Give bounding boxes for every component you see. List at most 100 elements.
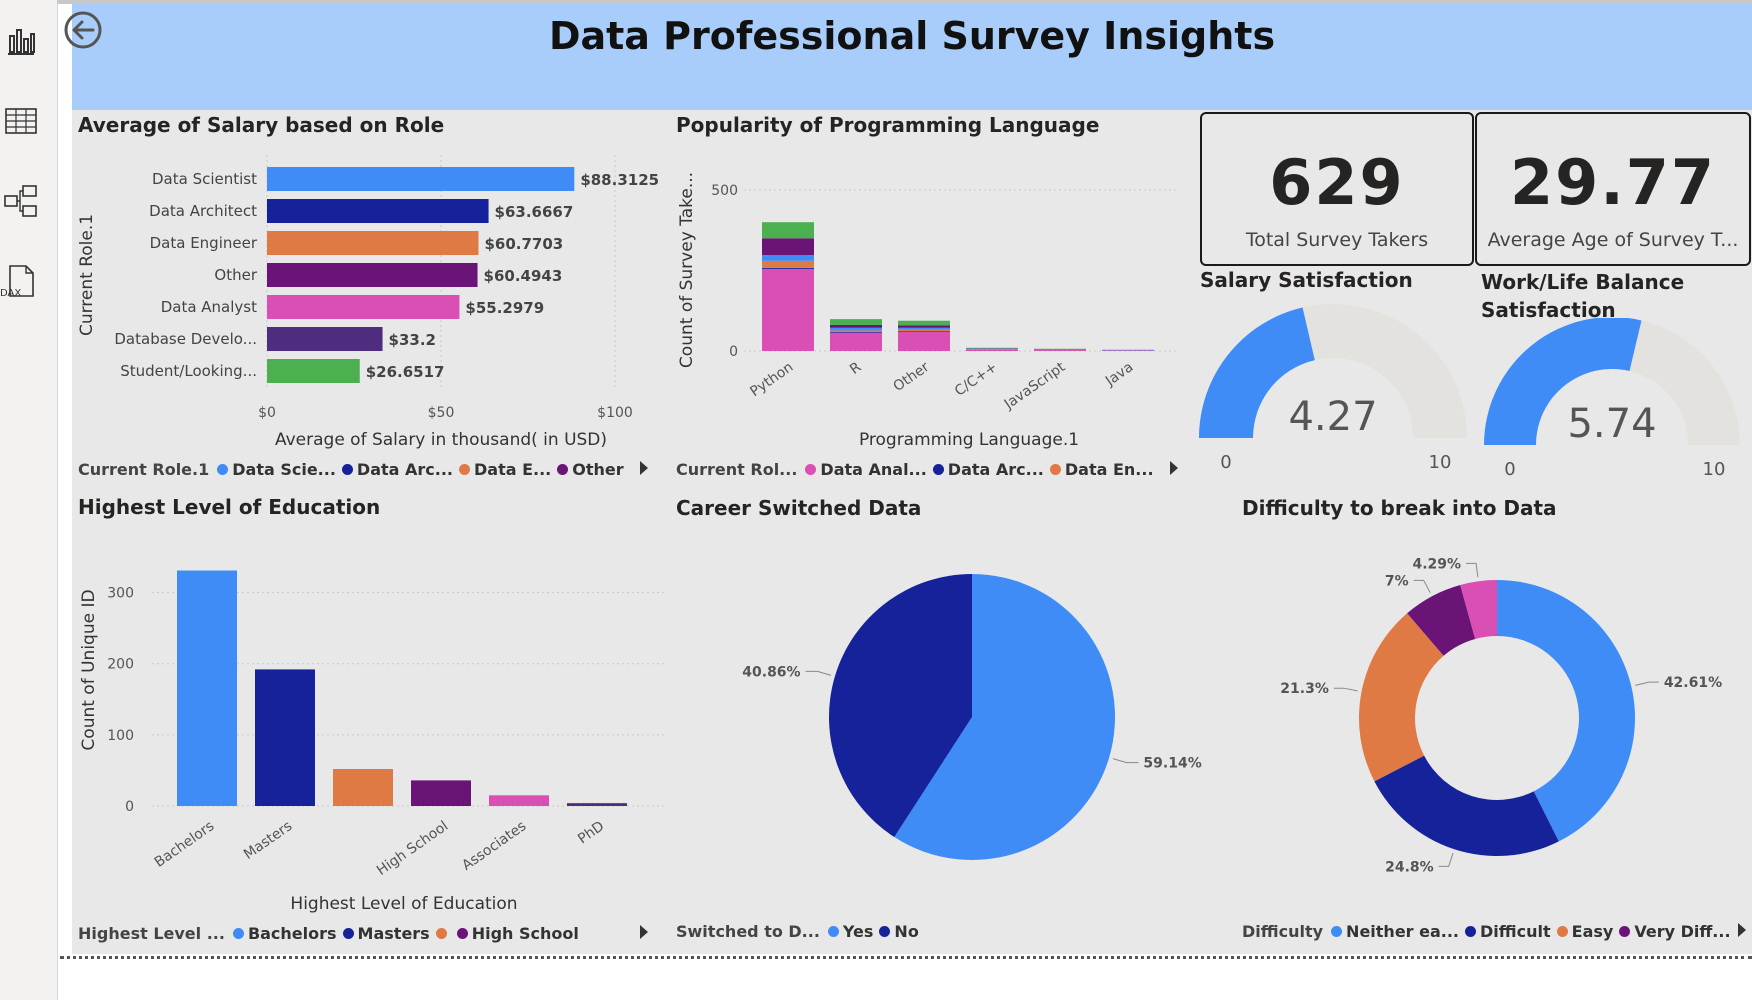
career-pie-chart: 59.14% 40.86%: [742, 574, 1202, 860]
legend-item[interactable]: Data E...: [459, 460, 551, 479]
legend-item[interactable]: Difficult: [1465, 922, 1551, 941]
legend-item[interactable]: Data Arc...: [932, 459, 1044, 479]
bar-segment: [966, 349, 1018, 351]
x-axis-title: Average of Salary in thousand( in USD): [275, 430, 607, 450]
bar-segment: [762, 222, 814, 239]
bar-segment: [830, 319, 882, 325]
x-tick-label: R: [847, 359, 864, 378]
legend-next-arrow-icon[interactable]: [1738, 923, 1746, 937]
bar: [267, 263, 478, 287]
legend-title: Difficulty: [1242, 921, 1324, 941]
data-label: 4.29%: [1412, 556, 1461, 572]
legend-dot: [232, 927, 244, 939]
legend-item[interactable]: Data En...: [1049, 460, 1154, 479]
legend-dot: [341, 463, 353, 475]
legend-title: Highest Level ...: [78, 923, 225, 943]
gauge-fill: [1199, 307, 1315, 438]
legend-title: Switched to D...: [676, 921, 820, 941]
legend-label: Data Anal...: [820, 459, 927, 479]
data-label: $55.2979: [465, 299, 544, 317]
bar-segment: [898, 327, 950, 330]
legend-dot: [217, 463, 229, 475]
legend-label: Difficult: [1480, 921, 1551, 941]
left-nav-rail: DAX: [0, 0, 58, 1000]
bar-segment: [1102, 350, 1154, 351]
x-tick-label: Java: [1102, 359, 1136, 390]
legend-item[interactable]: No: [879, 921, 919, 941]
pie-slice: [1460, 580, 1497, 639]
legend-item[interactable]: Very Diff...: [1619, 921, 1731, 941]
leader-line: [1333, 687, 1358, 692]
salary-bar-chart: $0 $50 $100 Data Scientist $88.3125 Data Arch…: [77, 155, 659, 450]
difficulty-legend: Difficulty Neither ea... Difficult Easy …: [1242, 920, 1737, 942]
legend-next-arrow-icon[interactable]: [1170, 461, 1178, 475]
language-legend: Current Rol... Data Anal... Data Arc... …: [676, 458, 1160, 480]
legend-item[interactable]: Neither ea...: [1331, 922, 1459, 941]
legend-next-arrow-icon[interactable]: [640, 461, 648, 475]
legend-item[interactable]: Other: [557, 460, 624, 479]
legend-label: Yes: [842, 921, 874, 941]
legend-dot: [459, 463, 470, 475]
legend-item[interactable]: [435, 927, 451, 939]
data-label: $63.6667: [495, 203, 574, 221]
pie-slice: [1407, 584, 1476, 656]
legend-item[interactable]: Data Arc...: [341, 459, 453, 479]
legend-label: Data E...: [474, 459, 552, 479]
x-tick-label: JavaScript: [1001, 359, 1069, 413]
data-label: $60.4943: [484, 267, 563, 285]
legend-label: No: [894, 921, 919, 941]
data-label: $60.7703: [484, 235, 563, 253]
y-tick-label: 0: [125, 799, 134, 815]
x-tick-label: Python: [747, 359, 796, 400]
y-axis-title: Current Role.1: [77, 214, 97, 336]
bar: [489, 795, 549, 806]
legend-label: Very Diff...: [1634, 921, 1731, 941]
difficulty-donut-chart: 42.61% 24.8% 21.3% 7%4.29%: [1280, 556, 1722, 875]
legend-item[interactable]: Data Scie...: [217, 460, 336, 479]
legend-item[interactable]: High School: [456, 924, 579, 943]
page-bottom-divider: [60, 956, 1752, 959]
bar-segment: [830, 332, 882, 351]
data-label: $88.3125: [580, 171, 659, 189]
model-icon[interactable]: [2, 182, 40, 220]
data-label: 21.3%: [1280, 681, 1329, 697]
pie-slice: [1497, 580, 1635, 842]
table-icon[interactable]: [2, 102, 40, 140]
legend-next-arrow-icon[interactable]: [640, 925, 648, 939]
bar-segment: [762, 268, 814, 351]
legend-label: Data Arc...: [356, 459, 453, 479]
legend-title: Current Rol...: [676, 459, 798, 479]
legend-dot: [1556, 925, 1568, 937]
data-label: $26.6517: [366, 363, 445, 381]
legend-item[interactable]: Easy: [1556, 922, 1613, 941]
legend-label: Data Arc...: [947, 459, 1044, 479]
bar-segment: [898, 325, 950, 328]
legend-item[interactable]: Yes: [827, 921, 874, 941]
report-icon[interactable]: [2, 22, 40, 60]
legend-item[interactable]: Masters: [342, 924, 430, 943]
bar-segment: [830, 327, 882, 331]
y-tick-label: Database Develo...: [114, 330, 257, 348]
top-border: [57, 0, 1752, 4]
legend-item[interactable]: Data Anal...: [805, 459, 927, 479]
legend-item[interactable]: Bachelors: [232, 924, 337, 943]
bar: [267, 199, 489, 223]
pie-slice: [1374, 755, 1559, 856]
bar-segment: [830, 330, 882, 333]
legend-dot: [557, 463, 569, 475]
legend-dot: [435, 927, 447, 939]
leader-line: [805, 670, 832, 676]
x-tick-label: $50: [428, 405, 455, 421]
bar-segment: [1034, 350, 1086, 351]
legend-label: Neither ea...: [1346, 921, 1460, 941]
gauge-min-label: 0: [1504, 459, 1515, 480]
wlb-satisfaction-title: Work/Life Balance Satisfaction: [1481, 270, 1685, 322]
legend-dot: [805, 463, 817, 475]
dax-icon[interactable]: DAX: [0, 262, 38, 300]
back-arrow-icon[interactable]: [63, 10, 103, 50]
bar-segment: [898, 331, 950, 332]
gauge-fill: [1484, 318, 1642, 445]
x-tick-label: C/C++: [952, 359, 1000, 399]
bar-segment: [898, 331, 950, 351]
bar-segment: [830, 324, 882, 328]
